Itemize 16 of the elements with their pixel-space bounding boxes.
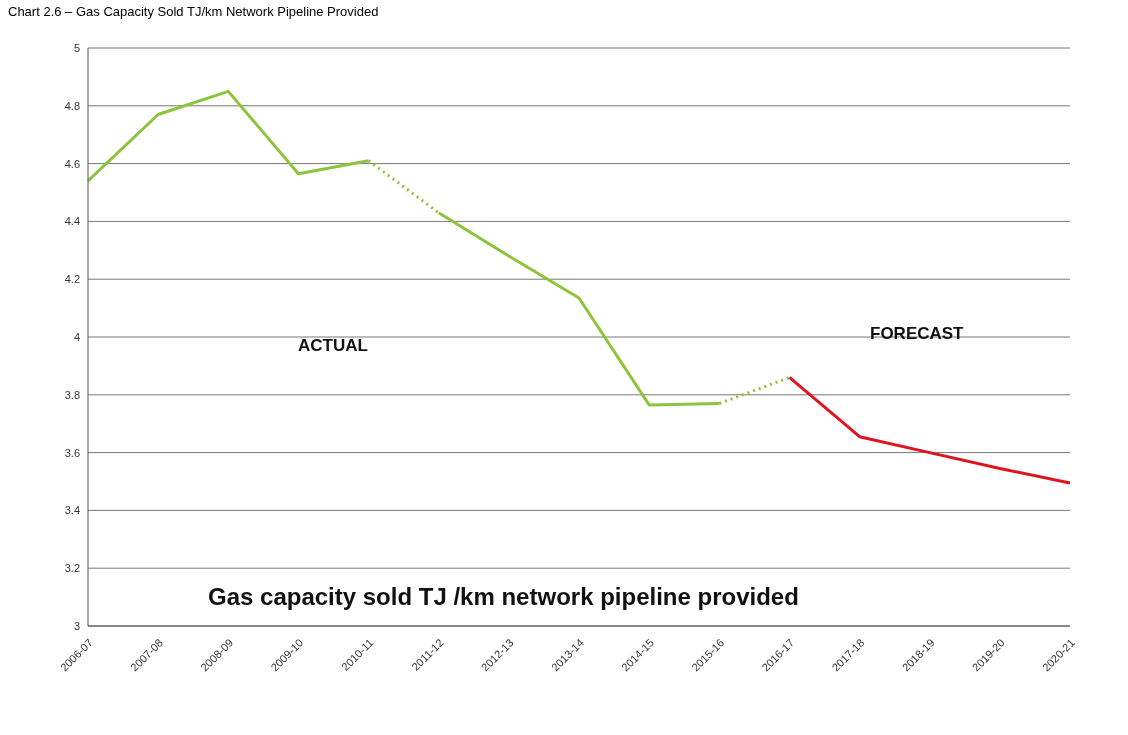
y-tick-label: 3.2 [64, 562, 80, 575]
y-tick-label: 3.8 [64, 388, 80, 401]
y-tick-label: 3 [73, 619, 80, 632]
y-tick-label: 3.6 [64, 446, 80, 459]
line-series [787, 375, 1072, 485]
chart-title: Chart 2.6 – Gas Capacity Sold TJ/km Network Pipeline Provided [8, 4, 379, 19]
y-tick-label: 4.4 [64, 215, 80, 228]
y-tick-label: 3.4 [64, 504, 80, 517]
y-tick-label: 4 [73, 330, 80, 343]
y-tick-label: 4.8 [64, 99, 80, 112]
y-tick-label: 4.6 [64, 157, 80, 170]
y-tick-label: 4.2 [64, 273, 80, 286]
annotation: ACTUAL [298, 336, 368, 356]
y-tick-label: 5 [73, 41, 80, 54]
annotation: FORECAST [870, 324, 964, 344]
annotation: Gas capacity sold TJ /km network pipeline provided [208, 583, 799, 611]
